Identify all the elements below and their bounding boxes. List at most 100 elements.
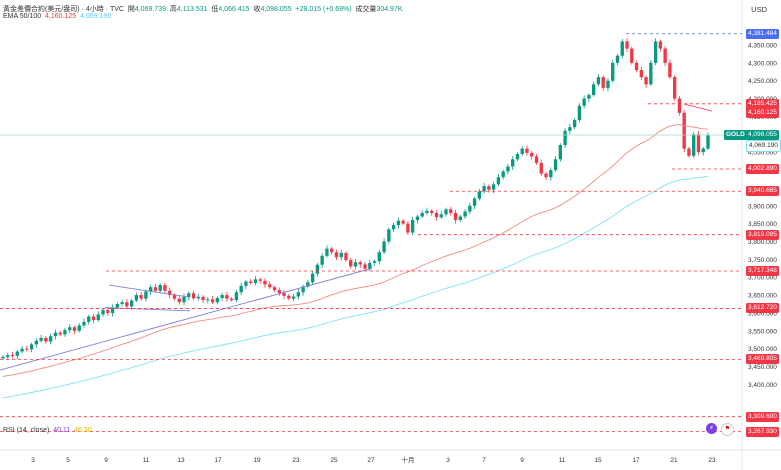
ema100-value: 4,069.190 — [80, 13, 112, 20]
candle-body — [191, 293, 196, 299]
candle-body — [582, 98, 586, 106]
candle-body — [672, 77, 677, 99]
candle-body — [82, 321, 86, 326]
candle-body — [472, 198, 477, 206]
open-value: 4,069.739 — [134, 6, 166, 13]
candle-body — [511, 159, 515, 167]
low-value: 4,066.415 — [218, 6, 250, 13]
candle-body — [177, 298, 181, 303]
candle-body — [134, 295, 139, 301]
candle-body — [463, 211, 467, 217]
price-level-tag: 3,469.805 — [746, 354, 779, 365]
rsi-legend[interactable]: RSI (14, close) 40.11 46.30 — [3, 427, 92, 434]
candle-body — [87, 316, 91, 322]
ema50-value: 4,160.125 — [45, 13, 77, 20]
candle-body — [630, 48, 634, 63]
candle-body — [530, 152, 534, 157]
candle-body — [163, 285, 167, 291]
x-tick-label: 11 — [559, 457, 566, 464]
candle-body — [358, 262, 362, 265]
candle-body — [1, 356, 5, 359]
candle-body — [491, 184, 496, 190]
candle-body — [544, 173, 548, 178]
us-flag-icon[interactable]: ⚑ — [721, 423, 734, 436]
price-level-tag: 3,309.600 — [746, 411, 779, 422]
candle-body — [158, 285, 162, 291]
candle-body — [334, 252, 339, 258]
candle-body — [534, 156, 539, 163]
volume-value: 304.97K — [376, 6, 403, 13]
price-level-tag: 4,185.425 — [746, 98, 779, 109]
x-tick-label: 15 — [594, 457, 602, 464]
candle-body — [268, 284, 272, 288]
candle-body — [701, 148, 705, 153]
candle-body — [339, 252, 343, 258]
candle-body — [210, 299, 215, 303]
last-price-tag: 4,098.055 — [746, 130, 779, 141]
candle-body — [425, 210, 429, 213]
x-tick-label: 25 — [330, 457, 338, 464]
ema50-line — [2, 124, 709, 377]
candle-body — [263, 280, 267, 285]
candle-body — [153, 287, 158, 291]
ascending-trendline — [0, 267, 373, 371]
currency-label[interactable]: USD — [751, 5, 767, 14]
candle-body — [410, 220, 415, 233]
candle-body — [234, 292, 239, 301]
candle-body — [415, 216, 420, 221]
candle-body — [434, 212, 439, 218]
candle-body — [91, 316, 96, 321]
ema-legend[interactable]: EMA 50/100 4,160.125 4,069.190 — [3, 13, 112, 20]
candle-body — [430, 210, 434, 213]
candle-body — [215, 297, 220, 303]
candle-body — [282, 292, 286, 296]
candle-body — [615, 55, 620, 63]
candle-body — [68, 327, 72, 331]
y-tick-label: 4,050.000 — [748, 150, 777, 157]
candle-body — [330, 248, 334, 253]
candle-body — [496, 177, 501, 185]
candle-body — [520, 148, 524, 154]
candle-body — [639, 70, 643, 78]
candle-body — [172, 295, 177, 299]
candle-body — [253, 279, 258, 283]
candle-body — [625, 41, 629, 49]
price-level-tag: 4,381.484 — [746, 28, 779, 39]
y-tick-label: 3,900.000 — [748, 203, 777, 210]
candle-body — [515, 153, 520, 160]
candle-body — [53, 332, 58, 337]
candle-body — [634, 62, 639, 71]
x-tick-label: 19 — [253, 457, 261, 464]
price-level-tag: 3,267.930 — [746, 426, 779, 437]
candle-body — [277, 290, 281, 293]
candle-body — [258, 279, 262, 281]
candle-body — [663, 48, 667, 63]
candle-body — [644, 77, 648, 85]
symbol-title: 黃金差價合約(美元/盎司) · 4小時 · TVC — [3, 6, 124, 13]
candle-body — [568, 127, 572, 131]
candle-body — [692, 134, 696, 156]
y-tick-label: 3,550.000 — [748, 328, 777, 335]
candle-body — [653, 41, 658, 63]
candle-body — [196, 296, 200, 299]
candle-body — [601, 77, 605, 88]
candle-body — [606, 80, 610, 88]
candle-body — [611, 62, 615, 81]
candle-body — [525, 148, 529, 153]
candle-body — [20, 348, 24, 352]
candle-body — [696, 134, 701, 153]
candle-body — [115, 304, 119, 308]
candle-body — [77, 325, 81, 331]
y-tick-label: 3,600.000 — [748, 310, 777, 317]
candle-body — [125, 302, 129, 307]
x-tick-label: 11 — [143, 457, 150, 464]
candle-body — [449, 209, 453, 213]
y-tick-label: 3,750.000 — [748, 257, 777, 264]
price-level-tag: 4,002.890 — [746, 164, 779, 175]
candle-body — [558, 145, 562, 160]
bolt-icon[interactable]: ⚡ — [706, 423, 717, 434]
candle-body — [596, 77, 601, 85]
candle-body — [349, 260, 353, 267]
x-tick-label: 21 — [670, 457, 678, 464]
